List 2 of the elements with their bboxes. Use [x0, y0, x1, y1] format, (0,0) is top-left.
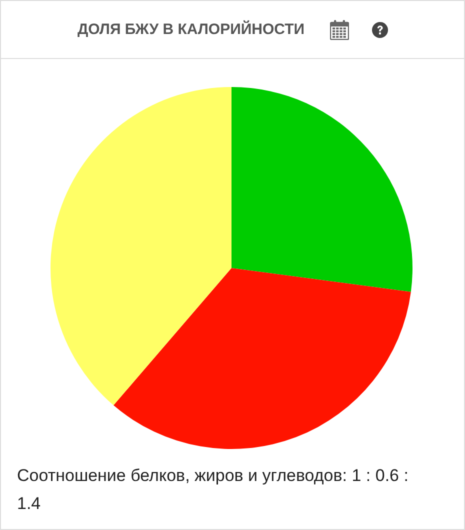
chart-title: ДОЛЯ БЖУ В КАЛОРИЙНОСТИ [77, 21, 305, 38]
text: Соотношение белков, жиров и углеводов: 1 : 0.6 : 1.4 [17, 465, 410, 515]
